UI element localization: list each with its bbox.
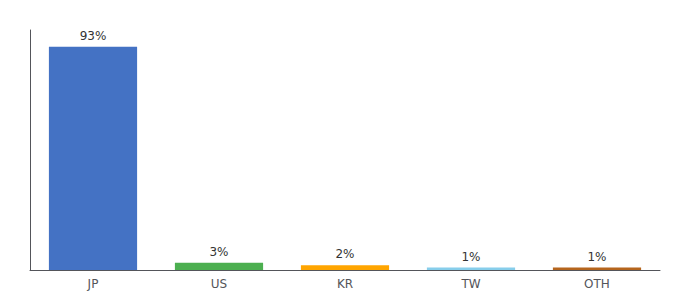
svg-text:KR: KR — [337, 277, 353, 291]
svg-text:TW: TW — [460, 277, 480, 291]
svg-text:OTH: OTH — [584, 277, 610, 291]
svg-text:3%: 3% — [209, 245, 228, 259]
svg-text:1%: 1% — [587, 250, 606, 264]
svg-text:2%: 2% — [335, 247, 354, 261]
svg-text:93%: 93% — [80, 29, 107, 43]
svg-text:US: US — [211, 277, 227, 291]
svg-text:1%: 1% — [461, 250, 480, 264]
svg-text:JP: JP — [87, 277, 99, 291]
